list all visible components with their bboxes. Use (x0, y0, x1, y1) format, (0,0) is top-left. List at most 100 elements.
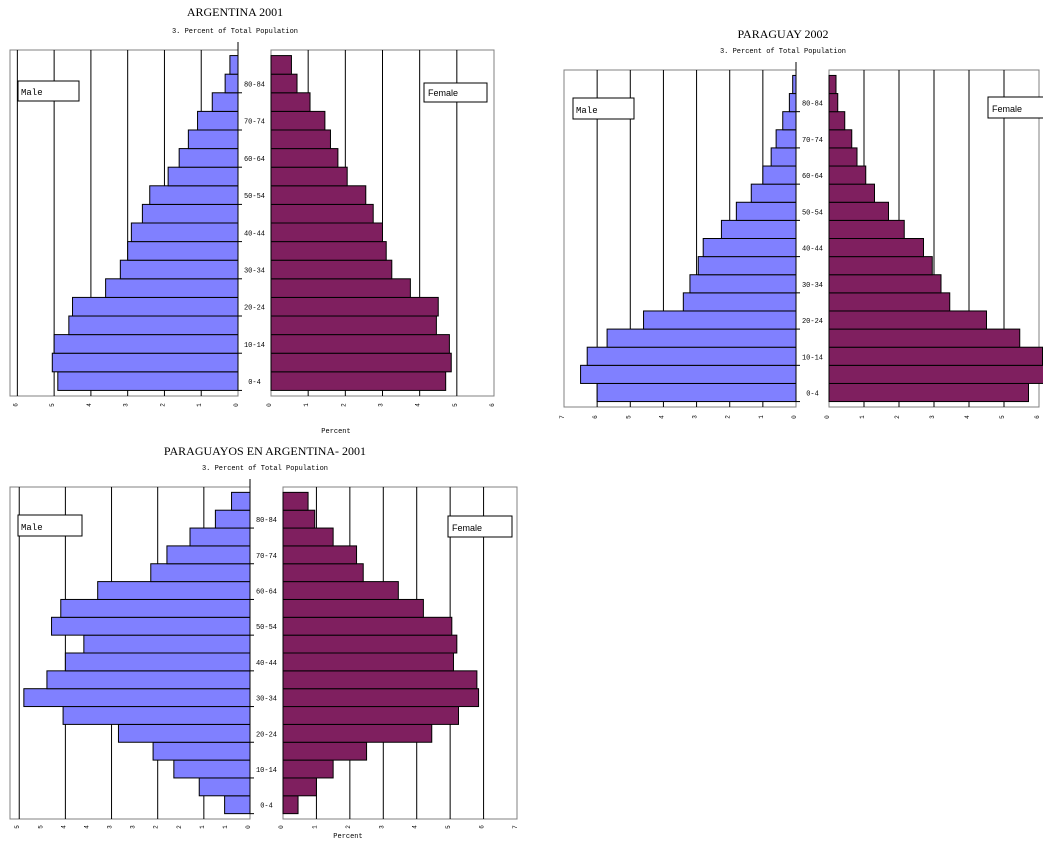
age-tick-label: 30-34 (244, 268, 265, 276)
female-bar-70-74 (270, 110, 326, 131)
age-tick-label: 30-34 (256, 696, 277, 704)
female-bar-0-4 (270, 371, 447, 391)
male-tick-label: 1 (222, 825, 229, 829)
male-bar-40-44 (702, 238, 797, 258)
female-bar-5-9 (270, 352, 452, 373)
male-legend-label: Male (21, 88, 43, 98)
male-legend-box (572, 97, 635, 120)
female-bar-75-79 (282, 527, 334, 547)
female-tick-label: 4 (412, 825, 419, 829)
female-bar-50-54 (270, 185, 367, 205)
x-axis-title: Percent (333, 833, 362, 841)
female-tick-label: 6 (489, 403, 496, 407)
male-bar-40-44 (64, 652, 251, 672)
male-bar-85+ (229, 55, 239, 75)
male-bar-0-4 (596, 382, 797, 403)
male-bar-35-39 (127, 241, 239, 261)
female-bar-75-79 (270, 92, 311, 112)
age-tick-label: 50-54 (244, 193, 265, 201)
male-tick-label: 4 (658, 415, 665, 419)
male-tick-label: 3 (123, 403, 130, 407)
female-bar-65-69 (828, 147, 858, 167)
age-tick-label: 20-24 (256, 731, 277, 739)
male-tick-label: 1 (196, 403, 203, 407)
male-bar-70-74 (166, 545, 251, 565)
male-bar-30-34 (23, 688, 251, 708)
age-tick-label: 60-64 (256, 589, 277, 597)
female-tick-label: 0 (266, 403, 273, 407)
male-bar-85+ (792, 74, 797, 95)
male-bar-20-24 (72, 296, 239, 317)
male-bar-10-14 (173, 759, 251, 779)
age-tick-label: 20-24 (244, 305, 265, 313)
age-tick-label: 10-14 (244, 342, 265, 350)
male-bar-30-34 (119, 259, 239, 280)
female-bar-45-49 (270, 203, 374, 224)
female-bar-30-34 (270, 259, 393, 280)
male-legend-label: Male (576, 106, 598, 116)
male-tick-label: 4 (60, 825, 67, 829)
female-tick-label: 6 (1034, 415, 1041, 419)
female-bar-50-54 (828, 201, 889, 221)
female-bar-70-74 (282, 545, 358, 565)
female-bar-25-29 (282, 706, 459, 725)
age-tick-label: 40-44 (256, 660, 277, 668)
male-bar-55-59 (167, 166, 239, 187)
female-legend-label: Female (992, 104, 1022, 114)
female-bar-85+ (828, 74, 837, 95)
male-bar-75-79 (189, 527, 251, 547)
male-bar-50-54 (735, 201, 797, 221)
female-bar-80-84 (828, 93, 839, 113)
female-bar-35-39 (828, 256, 933, 276)
male-bar-60-64 (178, 148, 239, 168)
age-tick-label: 60-64 (802, 173, 823, 181)
male-bar-20-24 (643, 310, 797, 330)
female-bar-65-69 (282, 563, 364, 583)
population-pyramid-2: PARAGUAY 2002 3. Percent of Total Populat… (559, 27, 1043, 419)
female-legend-box (447, 515, 513, 538)
age-tick-label: 40-44 (802, 246, 823, 254)
female-bar-45-49 (828, 219, 905, 239)
female-tick-label: 2 (340, 403, 347, 407)
male-bar-55-59 (750, 183, 797, 203)
female-bar-5-9 (828, 364, 1043, 384)
age-tick-label: 10-14 (802, 354, 823, 362)
male-bar-55-59 (60, 598, 251, 618)
female-tick-label: 6 (479, 825, 486, 829)
female-bar-15-19 (828, 328, 1021, 348)
female-tick-label: 2 (894, 415, 901, 419)
age-tick-label: 0-4 (260, 803, 273, 811)
female-legend-label: Female (452, 523, 482, 533)
female-bar-45-49 (282, 634, 458, 654)
female-bar-55-59 (270, 166, 348, 187)
age-tick-label: 40-44 (244, 230, 265, 238)
male-tick-label: 7 (559, 415, 566, 419)
female-bar-20-24 (270, 296, 439, 317)
female-bar-20-24 (282, 723, 433, 743)
male-bar-30-34 (689, 274, 797, 294)
male-bar-80-84 (788, 93, 797, 113)
female-tick-label: 0 (278, 825, 285, 829)
male-bar-80-84 (214, 509, 251, 529)
chart-subtitle: 3. Percent of Total Population (172, 28, 298, 36)
male-bar-65-69 (150, 563, 251, 583)
male-bar-35-39 (46, 670, 251, 690)
female-tick-label: 4 (964, 415, 971, 419)
male-bar-45-49 (720, 219, 797, 239)
male-bar-20-24 (117, 723, 251, 743)
female-bar-85+ (282, 491, 309, 511)
male-tick-label: 1 (758, 415, 765, 419)
male-tick-label: 5 (625, 415, 632, 419)
female-bar-15-19 (282, 741, 368, 761)
female-tick-label: 1 (303, 403, 310, 407)
female-bar-80-84 (282, 509, 316, 529)
male-bar-25-29 (62, 706, 251, 725)
female-tick-label: 4 (415, 403, 422, 407)
female-tick-label: 2 (345, 825, 352, 829)
female-tick-label: 0 (824, 415, 831, 419)
chart-title: PARAGUAY 2002 (737, 27, 828, 41)
male-tick-label: 2 (176, 825, 183, 829)
female-bar-60-64 (270, 148, 339, 168)
age-tick-label: 80-84 (802, 101, 823, 109)
male-bar-5-9 (51, 352, 239, 373)
